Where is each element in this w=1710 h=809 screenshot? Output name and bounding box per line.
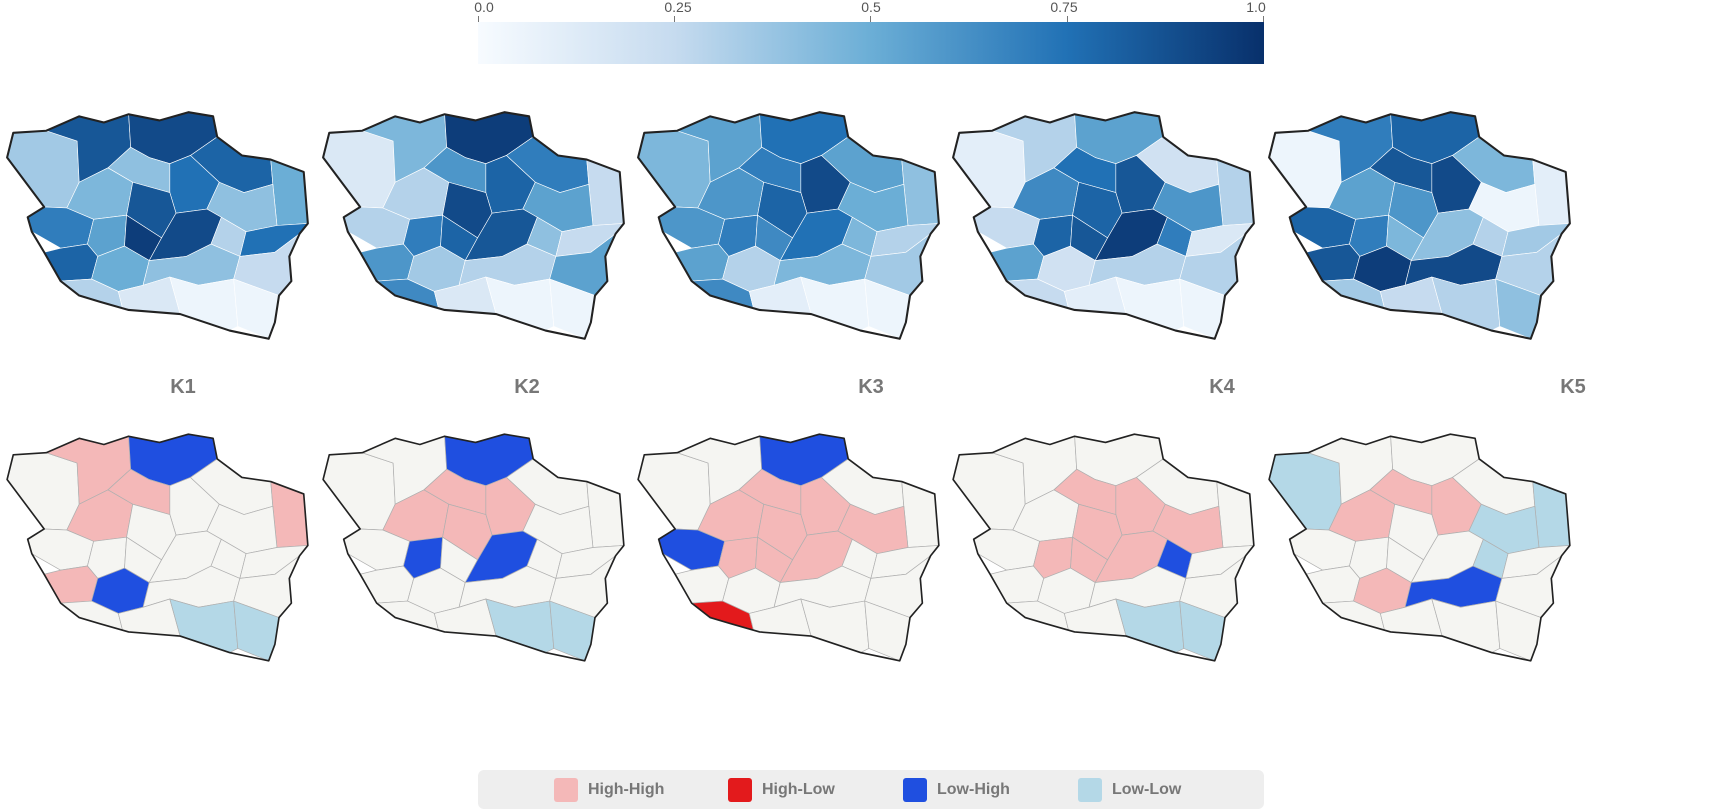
district-polygon: [901, 481, 940, 548]
lisa-svg: [322, 433, 625, 662]
legend-label: High-Low: [762, 781, 835, 798]
district-polygon: [359, 243, 415, 282]
choropleth-svg: [6, 111, 309, 340]
lisa-svg: [6, 433, 309, 662]
district-polygon: [270, 481, 309, 548]
choropleth-map-k1: [4, 108, 313, 343]
colorbar-tick: [674, 16, 675, 22]
choropleth-map-k5: [1266, 108, 1575, 343]
district-polygon: [1216, 481, 1255, 548]
district-polygon: [1532, 481, 1571, 548]
legend-label: Low-High: [937, 781, 1010, 798]
map-outline: [952, 433, 1255, 662]
legend-swatch-low-low: [1078, 778, 1102, 802]
panel-label-k4: K4: [1209, 376, 1235, 398]
district-polygon: [674, 565, 730, 604]
colorbar-tick-label: 0.25: [664, 0, 692, 15]
choropleth-map-row: [0, 108, 1710, 368]
district-polygon: [43, 565, 99, 604]
lisa-svg: [952, 433, 1255, 662]
panel-label-k1: K1: [170, 376, 196, 398]
district-polygon: [674, 243, 730, 282]
lisa-map-k3: [635, 430, 944, 665]
legend-item-high-high: High-High: [554, 778, 664, 802]
district-polygon: [1268, 130, 1342, 209]
panel-label-k5: K5: [1560, 376, 1586, 398]
lisa-map-k2: [320, 430, 629, 665]
legend-swatch-high-high: [554, 778, 578, 802]
colorbar-tick: [478, 16, 479, 22]
district-polygon: [637, 130, 711, 209]
district-polygon: [322, 130, 396, 209]
legend-label: High-High: [588, 781, 665, 798]
lisa-legend: High-High High-Low Low-High Low-Low: [478, 770, 1264, 809]
map-outline: [637, 111, 940, 340]
district-polygon: [1532, 159, 1571, 226]
district-polygon: [1268, 452, 1342, 531]
legend-swatch-low-high: [903, 778, 927, 802]
colorbar: 0.0 0.25 0.5 0.75 1.0: [474, 0, 1266, 66]
legend-label: Low-Low: [1112, 781, 1182, 798]
colorbar-tick-label: 1.0: [1246, 0, 1266, 15]
map-outline: [1268, 433, 1571, 662]
choropleth-map-k3: [635, 108, 944, 343]
map-outline: [322, 433, 625, 662]
choropleth-map-k4: [950, 108, 1259, 343]
choropleth-svg: [637, 111, 940, 340]
colorbar-tick-label: 0.5: [861, 0, 881, 15]
district-polygon: [586, 159, 625, 226]
map-outline: [6, 433, 309, 662]
district-polygon: [43, 243, 99, 282]
panel-label-k2: K2: [514, 376, 540, 398]
district-polygon: [6, 452, 80, 531]
colorbar-tick: [1263, 16, 1264, 22]
lisa-map-k4: [950, 430, 1259, 665]
district-polygon: [952, 452, 1026, 531]
district-polygon: [989, 565, 1045, 604]
district-polygon: [637, 452, 711, 531]
district-polygon: [586, 481, 625, 548]
choropleth-svg: [952, 111, 1255, 340]
district-polygon: [1305, 243, 1361, 282]
colorbar-tick: [870, 16, 871, 22]
legend-item-low-low: Low-Low: [1078, 778, 1181, 802]
legend-item-low-high: Low-High: [903, 778, 1010, 802]
district-polygon: [359, 565, 415, 604]
district-polygon: [270, 159, 309, 226]
colorbar-gradient: [478, 22, 1264, 64]
colorbar-tick: [1067, 16, 1068, 22]
lisa-map-row: [0, 430, 1710, 685]
colorbar-tick-label: 0.75: [1050, 0, 1078, 15]
district-polygon: [322, 452, 396, 531]
choropleth-map-k2: [320, 108, 629, 343]
district-polygon: [1305, 565, 1361, 604]
map-outline: [1268, 111, 1571, 340]
map-outline: [322, 111, 625, 340]
district-polygon: [989, 243, 1045, 282]
map-outline: [952, 111, 1255, 340]
district-polygon: [6, 130, 80, 209]
lisa-map-k1: [4, 430, 313, 665]
lisa-svg: [1268, 433, 1571, 662]
lisa-svg: [637, 433, 940, 662]
map-outline: [6, 111, 309, 340]
district-polygon: [901, 159, 940, 226]
colorbar-tick-label: 0.0: [474, 0, 494, 15]
legend-swatch-high-low: [728, 778, 752, 802]
lisa-map-k5: [1266, 430, 1575, 665]
panel-label-k3: K3: [858, 376, 884, 398]
choropleth-svg: [1268, 111, 1571, 340]
district-polygon: [952, 130, 1026, 209]
choropleth-svg: [322, 111, 625, 340]
district-polygon: [1216, 159, 1255, 226]
map-outline: [637, 433, 940, 662]
legend-item-high-low: High-Low: [728, 778, 835, 802]
